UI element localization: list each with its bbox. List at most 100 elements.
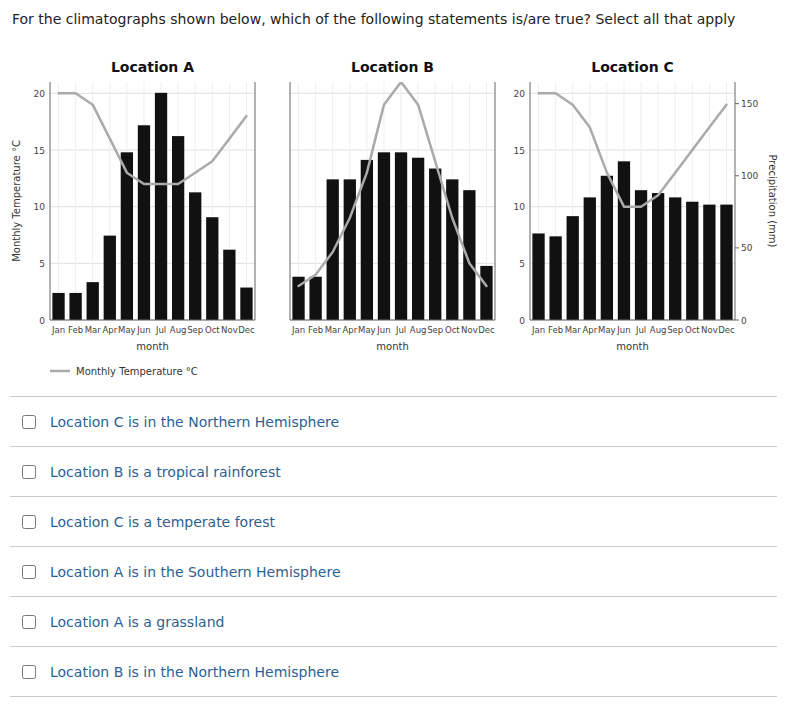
- bar: [567, 216, 579, 320]
- x-axis: [530, 320, 735, 321]
- bar: [155, 93, 167, 320]
- x-tick-label: Feb: [548, 325, 563, 335]
- y-tick-label: 15: [514, 146, 525, 156]
- x-tick-label: Mar: [565, 325, 582, 335]
- y2-tick: [735, 320, 739, 321]
- grid-line: [530, 93, 735, 94]
- grid-line: [290, 320, 495, 321]
- bar: [240, 288, 252, 320]
- line: [299, 82, 487, 286]
- legend-swatch: [50, 370, 70, 373]
- x-tick-label: Dec: [238, 325, 255, 335]
- y-tick-label: 20: [514, 89, 526, 99]
- option-text: Location A is a grassland: [50, 614, 224, 630]
- grid-line: [58, 82, 59, 320]
- option: Location A is a grassland: [10, 596, 777, 646]
- x-tick-label: Jan: [291, 325, 305, 335]
- grid-line: [50, 150, 255, 151]
- bar: [52, 293, 64, 320]
- y2-tick: [735, 103, 739, 104]
- panel: Location AJanFebMarAprMayJunJulAugSepOct…: [11, 59, 255, 377]
- y-tick-label: 15: [34, 146, 45, 156]
- x-tick-label: Dec: [478, 325, 495, 335]
- x-tick-label: Aug: [410, 325, 427, 335]
- bar: [480, 266, 492, 320]
- option-checkbox[interactable]: [22, 615, 36, 629]
- bar: [344, 179, 356, 320]
- y2-axis: [495, 82, 496, 320]
- x-tick-label: Dec: [718, 325, 735, 335]
- y-axis: [290, 82, 291, 320]
- bar: [601, 176, 613, 320]
- x-axis-label: month: [616, 341, 648, 352]
- x-tick-label: Jan: [51, 325, 65, 335]
- bar: [223, 250, 235, 320]
- option-checkbox[interactable]: [22, 665, 36, 679]
- y2-tick-label: 0: [741, 316, 747, 326]
- x-tick-label: Jun: [376, 325, 390, 335]
- bar: [172, 136, 184, 320]
- x-tick-label: Jun: [616, 325, 630, 335]
- grid-line: [530, 320, 735, 321]
- x-tick-label: May: [598, 325, 616, 335]
- bar: [532, 233, 544, 320]
- bar: [703, 205, 715, 320]
- bar: [549, 236, 561, 320]
- legend-label: Monthly Temperature °C: [76, 366, 198, 377]
- bar: [618, 161, 630, 320]
- x-tick-label: Mar: [85, 325, 102, 335]
- x-tick-label: Sep: [427, 325, 443, 335]
- option-checkbox[interactable]: [22, 515, 36, 529]
- option-checkbox[interactable]: [22, 565, 36, 579]
- option-text: Location A is in the Southern Hemisphere: [50, 564, 341, 580]
- x-tick-label: Apr: [582, 325, 597, 335]
- y2-tick: [735, 247, 739, 248]
- x-tick-label: Sep: [667, 325, 683, 335]
- bar: [652, 193, 664, 320]
- x-tick-label: Oct: [685, 325, 700, 335]
- y-tick-label: 20: [34, 89, 46, 99]
- y-tick-label: 0: [519, 316, 525, 326]
- bar: [206, 217, 218, 320]
- question: For the climatographs shown below, which…: [12, 10, 772, 29]
- y-tick-label: 10: [514, 202, 526, 212]
- bar: [121, 152, 133, 320]
- x-tick-label: Feb: [308, 325, 323, 335]
- grid-line: [50, 206, 255, 207]
- x-axis: [50, 320, 255, 321]
- bar: [309, 277, 321, 320]
- x-tick-label: Jun: [136, 325, 150, 335]
- x-tick-label: May: [358, 325, 376, 335]
- bar: [686, 202, 698, 320]
- grid-line: [50, 320, 255, 321]
- option-text: Location B is in the Northern Hemisphere: [50, 664, 339, 680]
- bar: [378, 152, 390, 320]
- y-axis: [50, 82, 51, 320]
- bar: [720, 205, 732, 320]
- x-tick-label: Jul: [155, 325, 166, 335]
- y2-tick-label: 50: [741, 243, 753, 253]
- option-checkbox[interactable]: [22, 465, 36, 479]
- x-tick-label: Oct: [445, 325, 460, 335]
- y-tick-label: 10: [34, 202, 46, 212]
- option-checkbox[interactable]: [22, 415, 36, 429]
- x-axis-label: month: [376, 341, 408, 352]
- bar: [429, 169, 441, 320]
- x-tick-label: Sep: [187, 325, 203, 335]
- option: Location B is a tropical rainforest: [10, 446, 777, 496]
- option-text: Location C is a temperate forest: [50, 514, 275, 530]
- option-text: Location C is in the Northern Hemisphere: [50, 414, 339, 430]
- bar: [189, 192, 201, 320]
- line: [539, 93, 727, 206]
- grid-line: [75, 82, 76, 320]
- x-tick-label: Jul: [395, 325, 406, 335]
- y-tick-label: 5: [519, 259, 525, 269]
- y-tick-label: 5: [39, 259, 45, 269]
- x-tick-label: Apr: [342, 325, 357, 335]
- x-tick-label: Nov: [701, 325, 718, 335]
- x-tick-label: Jan: [531, 325, 545, 335]
- bar: [584, 197, 596, 320]
- y2-tick-label: 100: [741, 171, 758, 181]
- marks: [52, 93, 252, 320]
- y2-axis-label: Precipitation (mm): [767, 155, 778, 248]
